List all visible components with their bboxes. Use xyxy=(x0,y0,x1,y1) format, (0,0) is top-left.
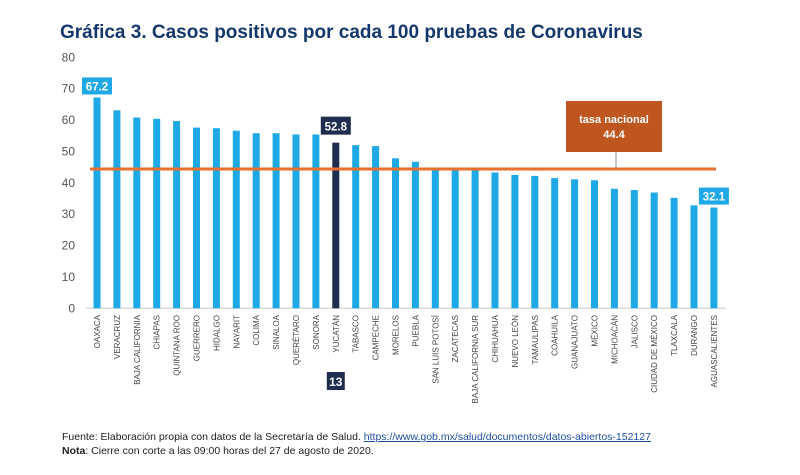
y-tick-label: 0 xyxy=(68,301,75,315)
bar xyxy=(670,197,678,309)
bar xyxy=(551,178,559,309)
x-tick-label: CIUDAD DE MÉXICO xyxy=(650,315,659,393)
x-tick-label: SINALOA xyxy=(272,314,281,349)
x-tick-label: OAXACA xyxy=(93,314,102,348)
note-text: : Cierre con corte a las 09:00 horas del… xyxy=(85,445,374,457)
source-note: Fuente: Elaboración propia con datos de … xyxy=(62,431,651,443)
highlight-label-box xyxy=(320,116,351,135)
bar xyxy=(571,179,579,309)
y-tick-label: 50 xyxy=(62,144,76,158)
x-tick-label: HIDALGO xyxy=(212,315,221,351)
bar xyxy=(113,110,121,309)
bar xyxy=(431,168,439,309)
bar xyxy=(411,161,419,309)
bar xyxy=(332,142,340,309)
bar xyxy=(312,134,320,309)
x-tick-label: YUCATÁN xyxy=(332,315,341,353)
highlight-label: 52.8 xyxy=(325,122,348,134)
x-tick-label: TABASCO xyxy=(352,315,361,353)
bar xyxy=(511,174,519,309)
x-tick-label: QUERÉTARO xyxy=(292,315,301,365)
x-tick-label: TLAXCALA xyxy=(670,314,679,356)
bar xyxy=(193,127,200,309)
bar xyxy=(650,192,658,309)
bar xyxy=(153,118,161,309)
bar xyxy=(292,134,300,309)
note-label: Nota xyxy=(62,445,86,457)
x-tick-label: VERACRUZ xyxy=(113,315,122,359)
bar xyxy=(372,146,380,309)
y-tick-label: 20 xyxy=(62,239,76,253)
source-link[interactable]: https://www.gob.mx/salud/documentos/dato… xyxy=(363,431,651,443)
national-rate-box xyxy=(566,101,662,152)
bar xyxy=(491,172,499,309)
x-tick-label: SAN LUIS POTOSÍ xyxy=(431,314,440,384)
bar xyxy=(392,158,399,309)
y-tick-label: 60 xyxy=(62,113,76,127)
bar xyxy=(352,145,360,309)
x-tick-label: BAJA CALIFORNIA SUR xyxy=(471,315,480,404)
x-tick-label: GUERRERO xyxy=(193,315,202,361)
x-tick-label: ZACATECAS xyxy=(451,315,460,362)
x-tick-label: TAMAULIPAS xyxy=(531,315,540,365)
x-tick-label: SONORA xyxy=(312,314,321,349)
cutoff-note: Nota: Cierre con corte a las 09:00 horas… xyxy=(62,445,374,457)
rank-badge-text: 13 xyxy=(329,375,343,389)
x-tick-label: MÉXICO xyxy=(591,315,600,347)
y-tick-label: 10 xyxy=(62,270,76,284)
bar xyxy=(690,205,698,309)
national-rate-label: tasa nacional xyxy=(579,114,649,126)
bar xyxy=(630,190,638,309)
x-tick-label: CAMPECHE xyxy=(372,315,381,360)
bar xyxy=(531,175,539,309)
bar xyxy=(93,97,101,309)
bar xyxy=(610,188,618,309)
chart-title: Gráfica 3. Casos positivos por cada 100 … xyxy=(60,22,643,43)
y-tick-label: 30 xyxy=(62,207,76,221)
x-tick-label: DURANGO xyxy=(690,315,699,356)
source-text: Fuente: Elaboración propia con datos de … xyxy=(62,431,364,443)
y-tick-label: 80 xyxy=(62,50,76,64)
national-rate-value: 44.4 xyxy=(603,129,625,141)
bar xyxy=(451,168,459,309)
y-tick-label: 40 xyxy=(62,176,76,190)
x-tick-label: QUINTANA ROO xyxy=(173,315,182,376)
x-tick-label: GUANAJUATO xyxy=(571,315,580,369)
bar xyxy=(173,120,181,309)
bar-chart: 0 10 20 30 40 50 60 70 80 OAXACA VERACRUZ BAJA CALI… xyxy=(62,50,729,404)
data-label-box xyxy=(698,187,729,205)
x-tick-label: MICHOACÁN xyxy=(610,315,619,364)
data-label-box xyxy=(82,77,112,95)
x-tick-label: CHIHUAHUA xyxy=(491,314,500,362)
bar xyxy=(252,133,260,309)
bar xyxy=(272,133,280,309)
bar xyxy=(710,207,718,309)
bar xyxy=(133,117,141,309)
x-tick-label: CHIAPAS xyxy=(153,315,162,350)
x-tick-label: NAYARIT xyxy=(232,315,241,349)
data-label: 32.1 xyxy=(703,192,726,204)
x-tick-label: NUEVO LEÓN xyxy=(511,315,520,368)
x-tick-label: JALISCO xyxy=(630,315,639,348)
y-tick-label: 70 xyxy=(62,82,76,96)
rank-badge xyxy=(326,372,345,390)
bar xyxy=(212,128,220,309)
data-label: 67.2 xyxy=(86,81,108,93)
x-tick-label: COLIMA xyxy=(252,314,261,345)
x-tick-label: MORELOS xyxy=(392,315,401,355)
bar xyxy=(471,168,479,309)
x-tick-label: COAHUILA xyxy=(551,314,560,356)
bar xyxy=(232,130,240,309)
x-tick-label: PUEBLA xyxy=(411,314,420,346)
x-tick-label: BAJA CALIFORNIA xyxy=(133,314,142,384)
x-tick-label: AGUASCALIENTES xyxy=(710,315,719,387)
bar xyxy=(591,180,598,309)
